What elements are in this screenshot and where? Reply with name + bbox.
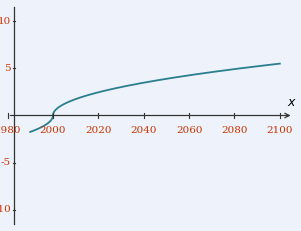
Text: 2080: 2080 [221,126,248,135]
Text: 10: 10 [0,17,11,26]
Text: x: x [287,96,295,109]
Text: 5: 5 [4,64,11,73]
Text: -5: -5 [1,158,11,167]
Text: 2000: 2000 [40,126,66,135]
Text: 1980: 1980 [0,126,21,135]
Text: 2100: 2100 [267,126,293,135]
Text: -10: -10 [0,205,11,214]
Text: 2020: 2020 [85,126,112,135]
Text: 2060: 2060 [176,126,202,135]
Text: 2040: 2040 [130,126,157,135]
